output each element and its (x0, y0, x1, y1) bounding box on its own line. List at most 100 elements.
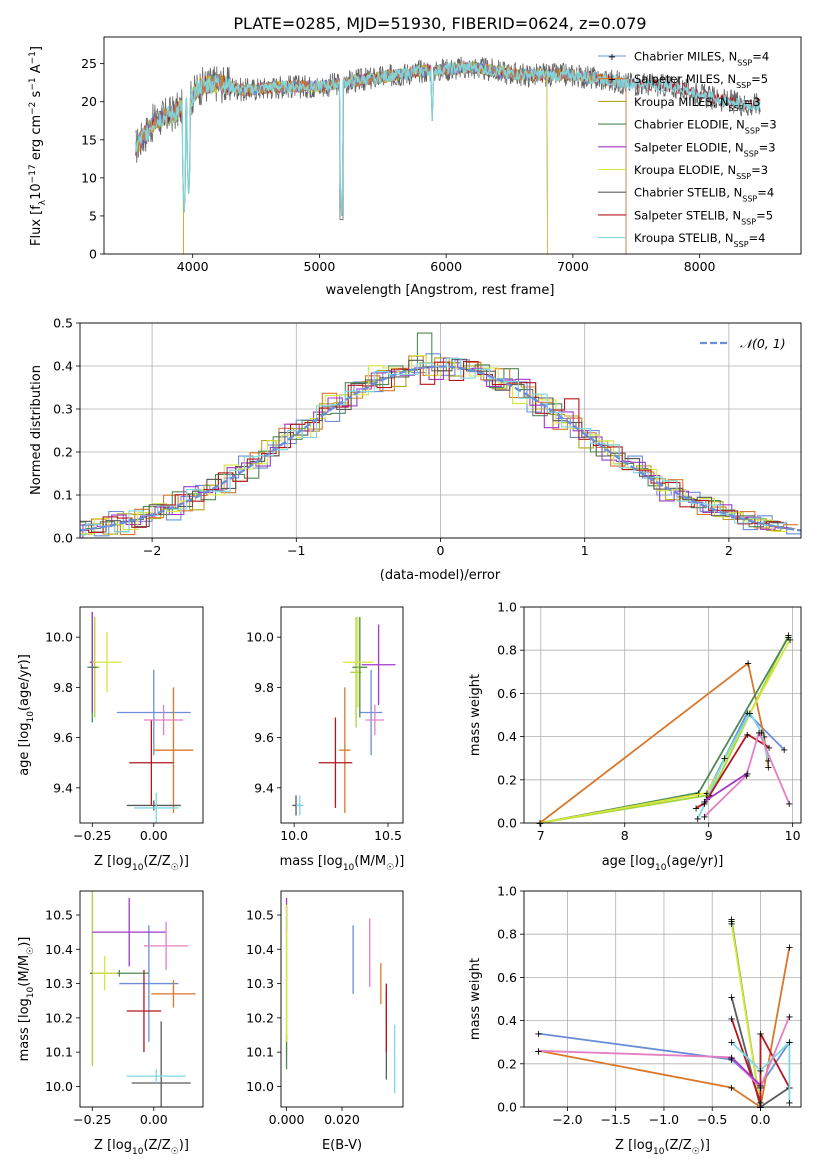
weight-point-marker: + (785, 799, 793, 810)
y-tick-label: 0.0 (53, 531, 73, 546)
x-tick-label: 0.0 (751, 1112, 771, 1127)
y-tick-label: 1.0 (497, 884, 517, 899)
y-tick-label: 0.6 (497, 970, 517, 985)
weight-series-line (704, 772, 748, 803)
y-tick-label: 20 (81, 94, 97, 109)
x-tick-label: −1.5 (601, 1112, 631, 1127)
weight-point-marker: + (756, 1103, 764, 1114)
weight-point-marker: + (743, 708, 751, 719)
x-axis-label: mass [log10(M/M☉)] (280, 854, 405, 873)
weight-point-marker: + (727, 1055, 735, 1066)
x-tick-label: 0.020 (324, 1112, 360, 1127)
y-tick-label: 9.6 (53, 730, 73, 745)
weight-point-marker: + (706, 790, 714, 801)
y-tick-label: 10.1 (45, 1045, 73, 1060)
weight-point-marker: + (536, 819, 544, 830)
weight-point-marker: + (692, 803, 700, 814)
spectrum-y-axis-label: Flux [fλ10−17 erg cm−2 s−1 A−1] (28, 46, 48, 246)
y-tick-label: 0 (89, 247, 97, 262)
y-tick-label: 0.4 (497, 729, 517, 744)
weight-point-marker: + (780, 745, 788, 756)
y-tick-label: 0.8 (497, 927, 517, 942)
weight-point-marker: + (784, 631, 792, 642)
y-tick-label: 0.1 (53, 488, 73, 503)
legend-label: Kroupa STELIB, NSSP=4 (634, 231, 765, 249)
weight-point-marker: + (743, 730, 751, 741)
y-tick-label: 10.0 (45, 1079, 73, 1094)
y-tick-label: 0.2 (53, 445, 73, 460)
weight-series-line (538, 947, 791, 1107)
x-tick-label: 0.00 (140, 828, 168, 843)
spectrum-x-axis-label: wavelength [Angstrom, rest frame] (326, 283, 555, 298)
weight-point-marker: + (785, 943, 793, 954)
weight-point-marker: + (744, 659, 752, 670)
x-tick-label: 7 (537, 828, 545, 843)
x-tick-label: 0 (437, 543, 445, 558)
normal-curve (80, 365, 801, 532)
y-tick-label: 10.5 (246, 908, 274, 923)
weight-point-marker: + (755, 728, 763, 739)
y-tick-label: 10.4 (246, 942, 274, 957)
y-tick-label: 0.2 (497, 772, 517, 787)
axes-frame (280, 606, 404, 824)
weight-series-line (730, 1018, 791, 1103)
weight-point-marker: + (756, 1029, 764, 1040)
weight-point-marker: + (764, 756, 772, 767)
y-tick-label: 10.2 (45, 1010, 73, 1025)
weight-point-marker: + (756, 1098, 764, 1109)
weight-series-line (695, 733, 770, 809)
y-tick-label: 10.0 (246, 630, 274, 645)
weight-point-marker: + (727, 1083, 735, 1094)
legend-marker: + (608, 52, 616, 63)
weight-point-marker: + (756, 1081, 764, 1092)
y-tick-label: 1.0 (497, 600, 517, 615)
weight-point-marker: + (700, 799, 708, 810)
weight-point-marker: + (757, 728, 765, 739)
x-tick-label: −2.0 (552, 1112, 582, 1127)
histogram-series (80, 361, 781, 533)
histogram-series (80, 358, 784, 533)
y-axis-label: mass [log10(M/M☉)] (17, 937, 36, 1062)
y-tick-label: 25 (81, 56, 97, 71)
x-tick-label: 8 (621, 828, 629, 843)
weight-point-marker: + (756, 1103, 764, 1114)
y-tick-label: 9.4 (254, 780, 274, 795)
y-axis-label: age [log10(age/yr)] (17, 654, 36, 776)
y-tick-label: 10.2 (246, 1010, 274, 1025)
y-tick-label: 0.0 (497, 1100, 517, 1115)
weight-series-line (730, 923, 762, 1107)
y-tick-label: 15 (81, 132, 97, 147)
axes-frame (523, 606, 802, 824)
weight-point-marker: + (756, 1103, 764, 1114)
axes-frame (523, 890, 802, 1108)
weight-point-marker: + (694, 814, 702, 825)
x-tick-label: 2 (725, 543, 733, 558)
histogram-x-axis-label: (data-model)/error (380, 568, 501, 583)
y-tick-label: 0.8 (497, 643, 517, 658)
x-tick-label: 8000 (684, 259, 716, 274)
weight-point-marker: + (743, 769, 751, 780)
y-tick-label: 0.4 (53, 359, 73, 374)
weight-point-marker: + (534, 1046, 542, 1057)
x-tick-label: 9 (705, 828, 713, 843)
weight-point-marker: + (727, 1038, 735, 1049)
y-tick-label: 9.8 (53, 680, 73, 695)
figure-title: PLATE=0285, MJD=51930, FIBERID=0624, z=0… (233, 14, 646, 33)
weight-series-line (703, 729, 791, 818)
x-tick-label: 0.000 (269, 1112, 305, 1127)
weight-point-marker: + (785, 1012, 793, 1023)
weight-point-marker: + (756, 1066, 764, 1077)
weight-point-marker: + (703, 788, 711, 799)
x-tick-label: −1 (287, 543, 305, 558)
weight-point-marker: + (536, 819, 544, 830)
legend-label: Chabrier MILES, NSSP=4 (634, 50, 769, 68)
axes-frame (79, 322, 802, 539)
x-tick-label: 1 (581, 543, 589, 558)
legend-label: Chabrier STELIB, NSSP=4 (634, 186, 774, 204)
x-tick-label: 10.0 (280, 828, 308, 843)
weight-point-marker: + (534, 1046, 542, 1057)
x-axis-label: E(B-V) (322, 1138, 362, 1153)
weight-series-line (539, 638, 791, 823)
weight-point-marker: + (785, 1038, 793, 1049)
